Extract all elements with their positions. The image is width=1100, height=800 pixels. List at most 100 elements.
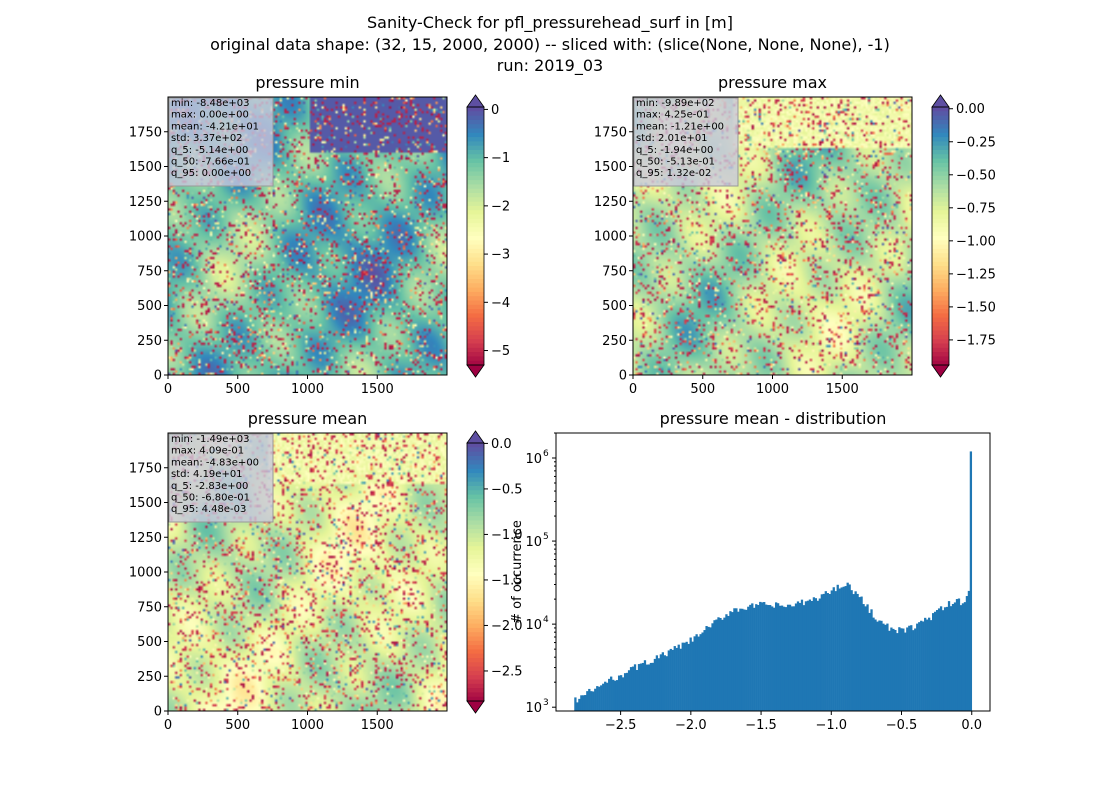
histogram-bar <box>892 628 895 711</box>
histogram-bar <box>635 670 639 711</box>
y-tick-exponent: 6 <box>543 449 549 459</box>
histogram-bar <box>608 678 611 711</box>
colorbar-segment <box>932 244 949 250</box>
y-tick-label: 250 <box>137 670 162 685</box>
stats-line: min: -1.49e+03 <box>171 434 250 445</box>
histogram-bar <box>890 627 893 711</box>
histogram-bar <box>939 606 943 711</box>
axes-title: pressure mean <box>248 409 368 428</box>
histogram-bar <box>910 625 913 711</box>
histogram-bar <box>776 603 780 711</box>
colorbar-segment <box>467 658 484 663</box>
colorbar-tick-label: −1.5 <box>491 573 523 588</box>
histogram-bar <box>963 602 967 711</box>
histogram-bar <box>614 680 617 711</box>
histogram-bar <box>745 609 748 711</box>
colorbar-segment <box>467 253 484 259</box>
x-tick-label: 1000 <box>756 382 789 397</box>
histogram-bar <box>774 602 778 711</box>
y-tick-label: 1750 <box>129 461 162 476</box>
histogram-bar <box>749 604 752 711</box>
colorbar-segment <box>467 511 484 517</box>
colorbar-segment <box>467 692 484 698</box>
colorbar-segment <box>467 589 484 595</box>
histogram-bar <box>683 642 686 711</box>
histogram-bar <box>858 597 861 711</box>
colorbar-segment <box>467 347 484 353</box>
colorbar-segment <box>932 162 949 168</box>
colorbar-segment <box>467 632 484 638</box>
colorbar-segment <box>467 696 484 702</box>
colorbar-segment <box>932 261 949 267</box>
histogram-bar <box>665 656 668 711</box>
histogram-bar <box>588 688 591 711</box>
histogram-bar <box>767 605 770 711</box>
colorbar-segment <box>467 356 484 362</box>
histogram-bar <box>898 627 901 711</box>
colorbar-segment <box>932 317 949 323</box>
histogram-bar <box>918 622 921 711</box>
colorbar-segment <box>467 167 484 173</box>
x-tick-label: 1500 <box>361 718 394 733</box>
histogram-bar <box>967 590 971 711</box>
colorbar-segment <box>467 231 484 237</box>
y-tick-label: 1250 <box>594 195 627 210</box>
histogram-bar <box>739 608 742 711</box>
histogram-bar <box>782 606 786 711</box>
colorbar-segment <box>932 141 949 147</box>
colorbar-segment <box>467 662 484 668</box>
colorbar-segment <box>467 193 484 198</box>
colorbar: 0.0 −0.5 −1.0 −1.5 −2.0 −2.5 <box>466 430 523 714</box>
colorbar-segment <box>932 119 949 125</box>
stats-line: q_50: -5.13e-01 <box>636 157 715 168</box>
colorbar-segment <box>932 210 949 216</box>
histogram-bar <box>812 597 816 711</box>
x-tick-label: 1500 <box>361 382 394 397</box>
histogram-bar <box>818 598 821 711</box>
colorbar-segment <box>467 550 484 556</box>
stats-box-bg <box>168 97 274 187</box>
y-tick-label: 1500 <box>594 160 627 175</box>
colorbar-segment <box>932 347 949 353</box>
histogram-bar <box>705 626 708 711</box>
colorbar-segment <box>467 214 484 220</box>
histogram-bar <box>669 648 672 711</box>
colorbar-segment <box>467 107 484 112</box>
y-tick-label: 0 <box>154 369 162 384</box>
histogram-bar <box>961 603 965 711</box>
histogram-bar <box>931 613 935 711</box>
colorbar-segment <box>467 516 484 521</box>
y-tick-label: 500 <box>602 299 627 314</box>
colorbar-tick-label: 0 <box>491 103 499 118</box>
histogram-bar <box>796 601 800 711</box>
histogram-bar <box>860 596 863 711</box>
stats-line: q_95: 0.00e+00 <box>171 168 251 179</box>
histogram-bar <box>780 605 784 711</box>
colorbar-segment <box>467 610 484 616</box>
colorbar-segment <box>467 567 484 573</box>
colorbar-segment <box>467 261 484 267</box>
colorbar-segment <box>467 326 484 332</box>
y-tick-exponent: 3 <box>543 698 549 708</box>
colorbar-segment <box>932 326 949 332</box>
histogram-bar <box>920 620 923 711</box>
histogram-bar <box>773 607 776 711</box>
histogram-bar <box>862 604 865 711</box>
histogram-bar <box>651 662 655 711</box>
histogram-bar <box>912 630 915 711</box>
colorbar-segment <box>932 193 949 198</box>
histogram-bar <box>846 582 849 711</box>
histogram-bar <box>687 643 690 711</box>
colorbar-segment <box>467 201 484 207</box>
histogram-bar <box>830 590 833 711</box>
colorbar-segment <box>932 184 949 190</box>
y-tick-label: 500 <box>137 635 162 650</box>
colorbar-segment <box>932 145 949 151</box>
histogram-bar <box>582 695 585 711</box>
colorbar-segment <box>467 468 484 474</box>
colorbar-segment <box>467 279 484 284</box>
stats-line: mean: -4.21e+01 <box>171 121 259 132</box>
colorbar-frame <box>931 106 950 366</box>
